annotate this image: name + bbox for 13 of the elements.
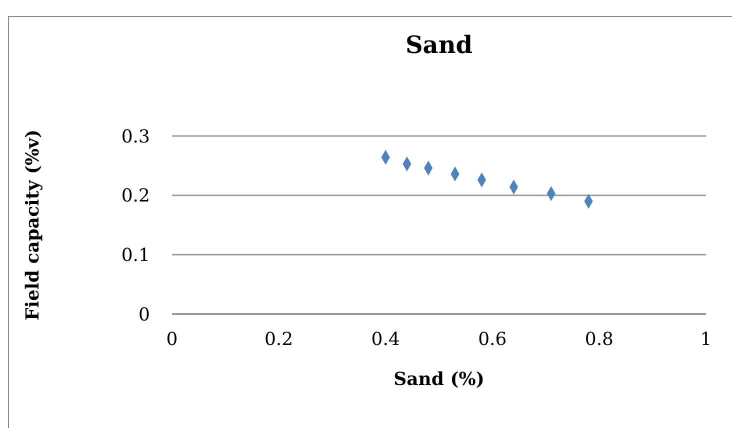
x-axis-title: Sand (%) <box>394 368 484 390</box>
x-tick-label: 1 <box>700 328 712 350</box>
y-tick-label: 0 <box>138 304 150 326</box>
y-tick-label: 0.1 <box>121 245 150 266</box>
y-tick-label: 0.2 <box>121 186 150 207</box>
chart-title: Sand <box>404 30 474 59</box>
y-axis-title: Field capacity (%v) <box>22 129 44 321</box>
x-tick-label: 0.8 <box>584 328 614 350</box>
y-tick-label: 0.3 <box>121 126 150 148</box>
x-tick-label: 0 <box>166 328 178 350</box>
x-tick-label: 0.2 <box>264 328 294 350</box>
x-tick-label: 0.4 <box>371 328 400 350</box>
x-tick-label: 0.6 <box>478 328 507 350</box>
